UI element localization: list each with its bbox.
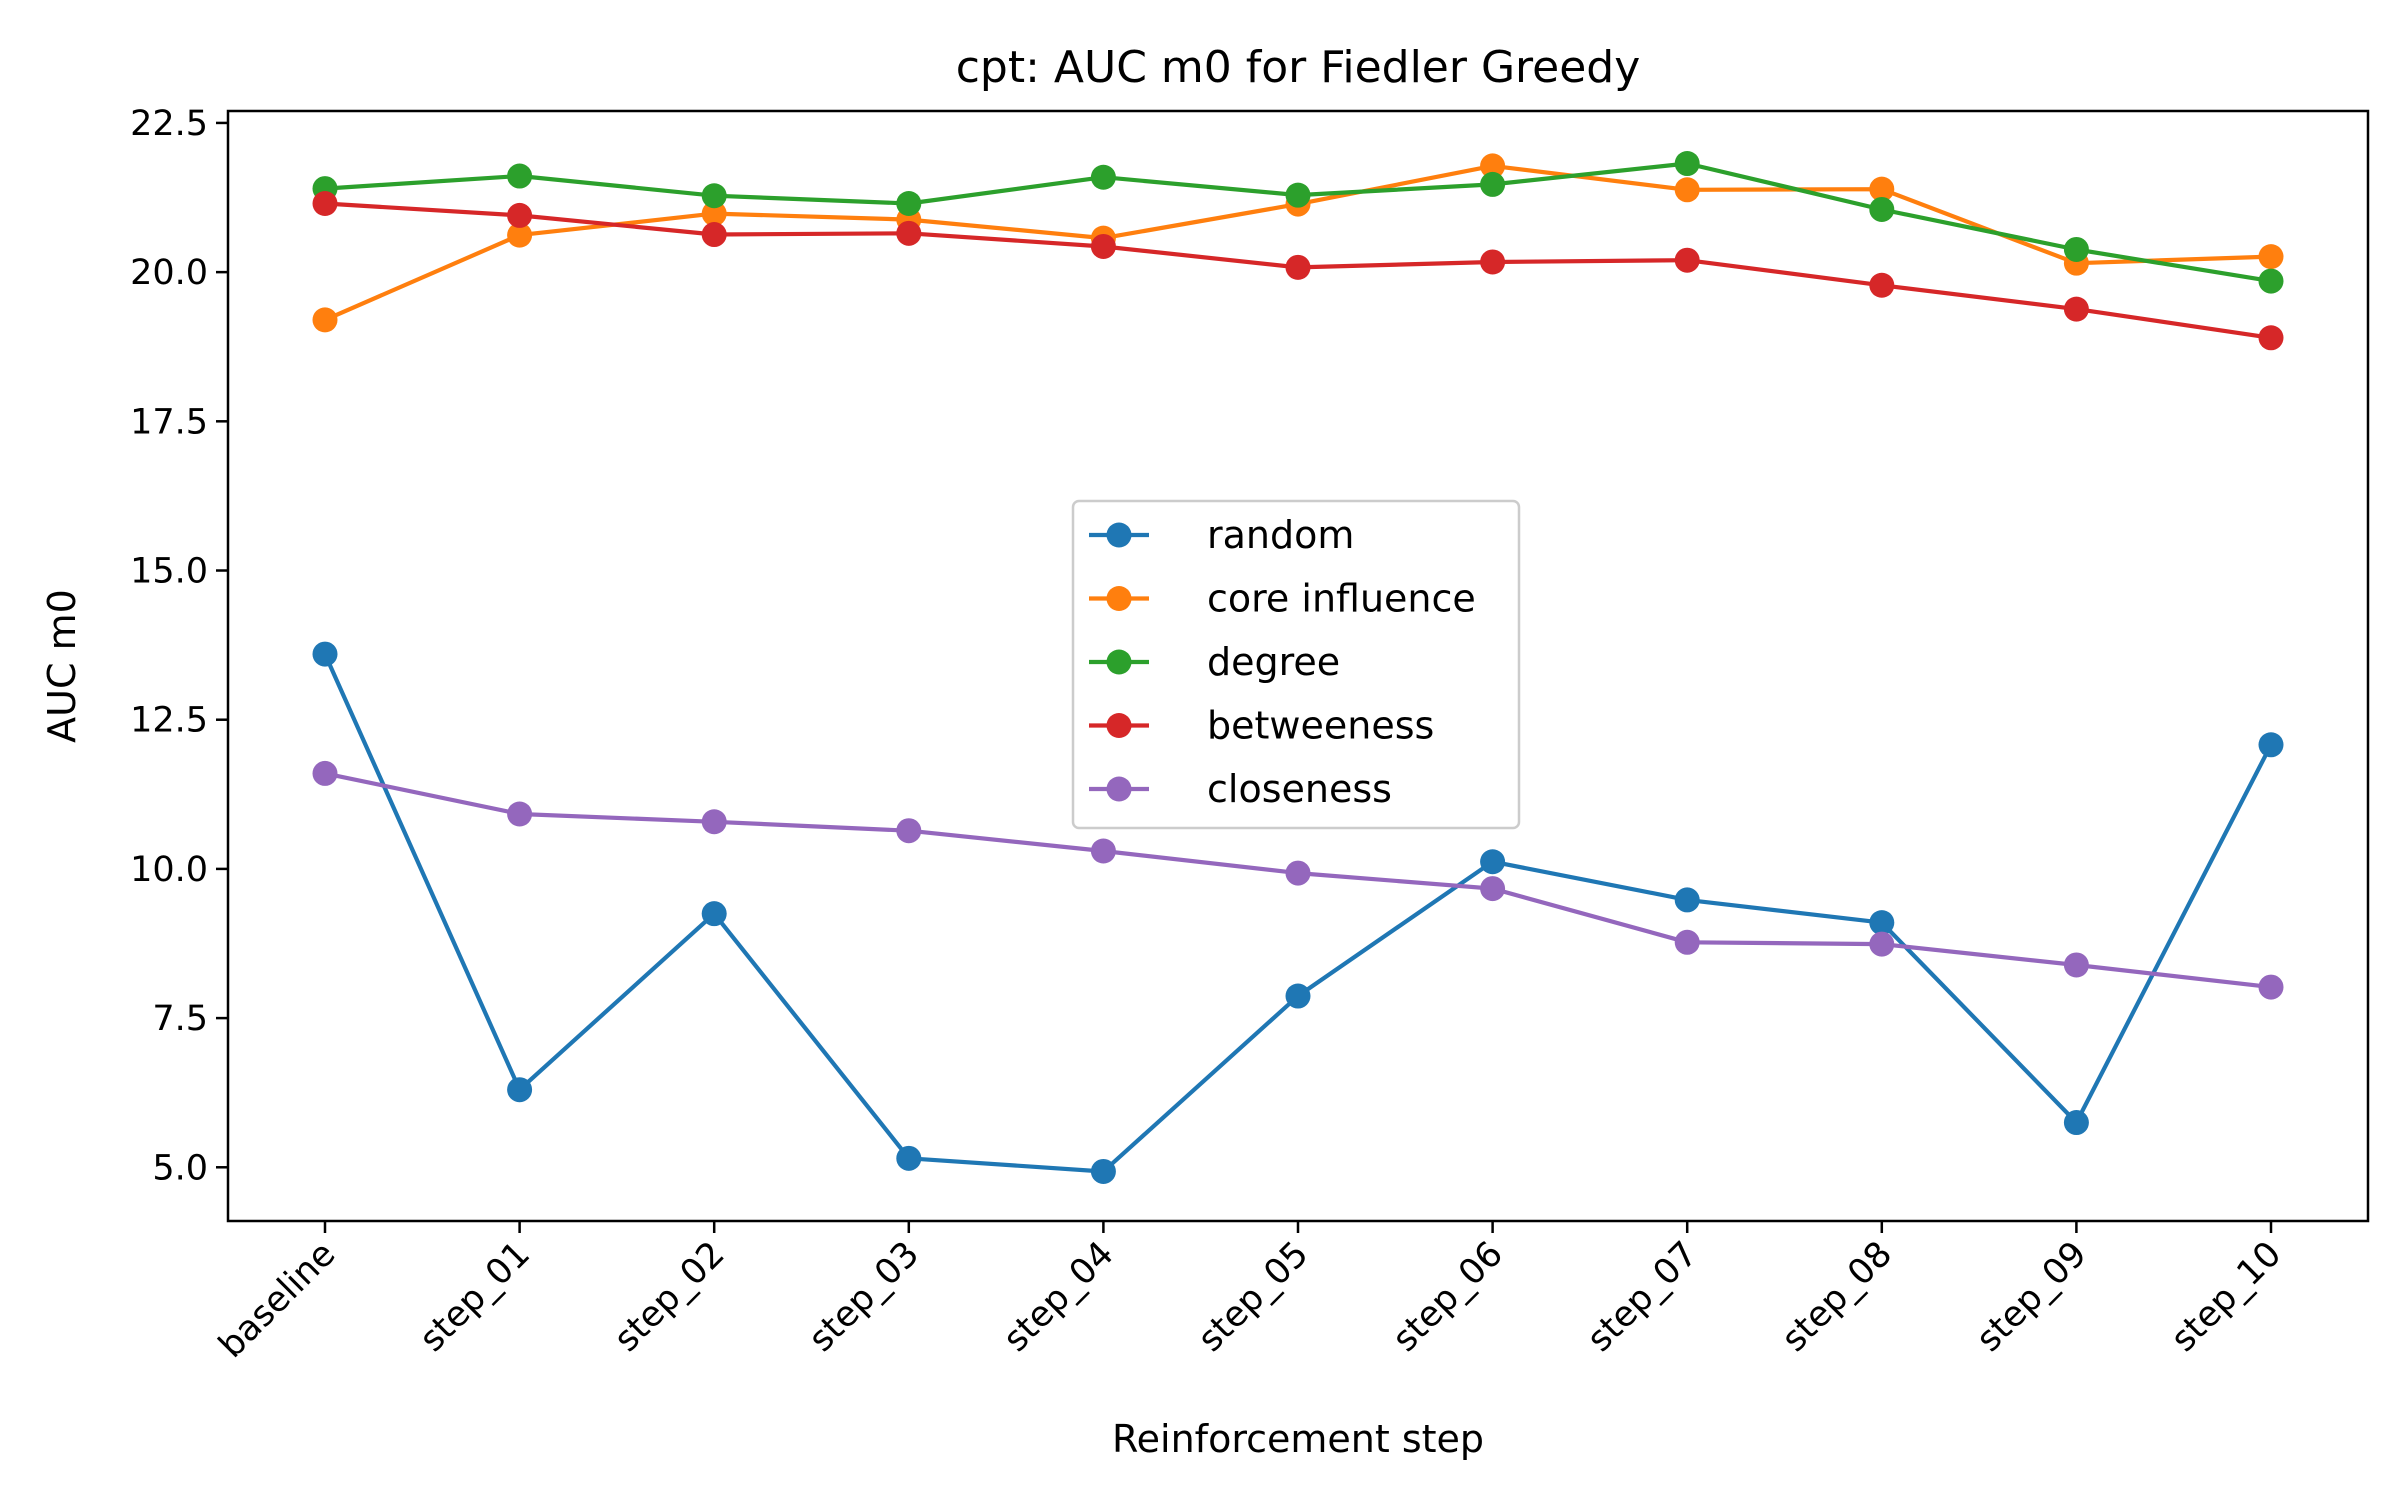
y-tick-label: 20.0: [130, 253, 208, 293]
data-point: [1090, 233, 1116, 259]
y-tick-label: 17.5: [130, 402, 208, 442]
data-point: [1090, 838, 1116, 864]
data-point: [701, 222, 727, 248]
legend-marker: [1106, 713, 1132, 738]
chart-title: cpt: AUC m0 for Fiedler Greedy: [956, 42, 1641, 93]
data-point: [1285, 860, 1311, 886]
data-point: [1674, 151, 1700, 177]
legend-item: random: [1089, 513, 1354, 557]
series-closeness: [312, 760, 2284, 1000]
y-tick-label: 15.0: [130, 552, 208, 592]
legend-label: closeness: [1207, 767, 1392, 811]
data-point: [701, 809, 727, 835]
data-point: [1869, 272, 1895, 298]
data-point: [1285, 983, 1311, 1009]
data-point: [896, 1145, 922, 1171]
x-axis-label: Reinforcement step: [1112, 1417, 1484, 1461]
legend-label: degree: [1207, 640, 1340, 684]
data-point: [701, 201, 727, 227]
data-point: [896, 818, 922, 844]
data-point: [1674, 887, 1700, 913]
data-point: [507, 1077, 533, 1103]
data-point: [896, 220, 922, 246]
y-axis: 5.0 7.5 10.0 12.5 15.0 17.5 20.0 22.5: [130, 104, 228, 1188]
data-point: [2258, 325, 2284, 351]
data-point: [312, 641, 338, 667]
data-point: [2063, 236, 2089, 262]
legend-marker: [1106, 776, 1132, 802]
data-point: [896, 191, 922, 216]
legend-marker: [1106, 649, 1132, 675]
legend-marker: [1106, 522, 1132, 548]
data-point: [2063, 296, 2089, 322]
legend-item: betweeness: [1089, 704, 1434, 748]
data-point: [2258, 732, 2284, 758]
data-point: [1480, 876, 1506, 902]
data-point: [1869, 176, 1895, 202]
y-tick-label: 10.0: [130, 850, 208, 890]
data-point: [1869, 931, 1895, 957]
data-point: [2063, 1110, 2089, 1136]
legend-box: [1071, 499, 1521, 830]
data-point: [507, 163, 533, 189]
data-point: [312, 191, 338, 216]
data-point: [1869, 910, 1895, 936]
legend-label: betweeness: [1207, 704, 1434, 748]
data-point: [312, 307, 338, 333]
legend: random core influence degree betweeness clos…: [1071, 499, 1521, 830]
legend-item: closeness: [1089, 767, 1392, 811]
data-point: [701, 183, 727, 209]
series-betweeness: [312, 191, 2284, 351]
legend-marker: [1106, 586, 1132, 611]
data-point: [1480, 849, 1506, 875]
data-point: [2258, 974, 2284, 1000]
data-point: [507, 801, 533, 827]
data-point: [1090, 1158, 1116, 1184]
data-point: [507, 222, 533, 248]
y-axis-label: AUC m0: [40, 589, 84, 743]
data-point: [1674, 247, 1700, 273]
y-tick-label: 5.0: [152, 1148, 208, 1188]
data-point: [2258, 244, 2284, 270]
data-point: [1480, 171, 1506, 197]
series-layer: [312, 151, 2284, 1184]
legend-item: degree: [1089, 640, 1340, 684]
y-tick-label: 7.5: [152, 999, 208, 1039]
data-point: [1480, 153, 1506, 179]
data-point: [1090, 164, 1116, 190]
legend-label: core influence: [1207, 577, 1476, 621]
data-point: [507, 202, 533, 228]
data-point: [1285, 182, 1311, 208]
data-point: [1480, 249, 1506, 275]
data-point: [2063, 952, 2089, 978]
data-point: [1285, 254, 1311, 280]
series-degree: [312, 151, 2284, 294]
y-tick-label: 22.5: [130, 104, 208, 144]
data-point: [312, 760, 338, 786]
legend-label: random: [1207, 513, 1354, 557]
data-point: [1674, 177, 1700, 203]
data-point: [701, 901, 727, 927]
data-point: [1674, 929, 1700, 955]
data-point: [2258, 268, 2284, 294]
y-tick-label: 12.5: [130, 701, 208, 741]
legend-item: core influence: [1089, 577, 1476, 621]
data-point: [1869, 196, 1895, 222]
series-random: [312, 641, 2284, 1184]
